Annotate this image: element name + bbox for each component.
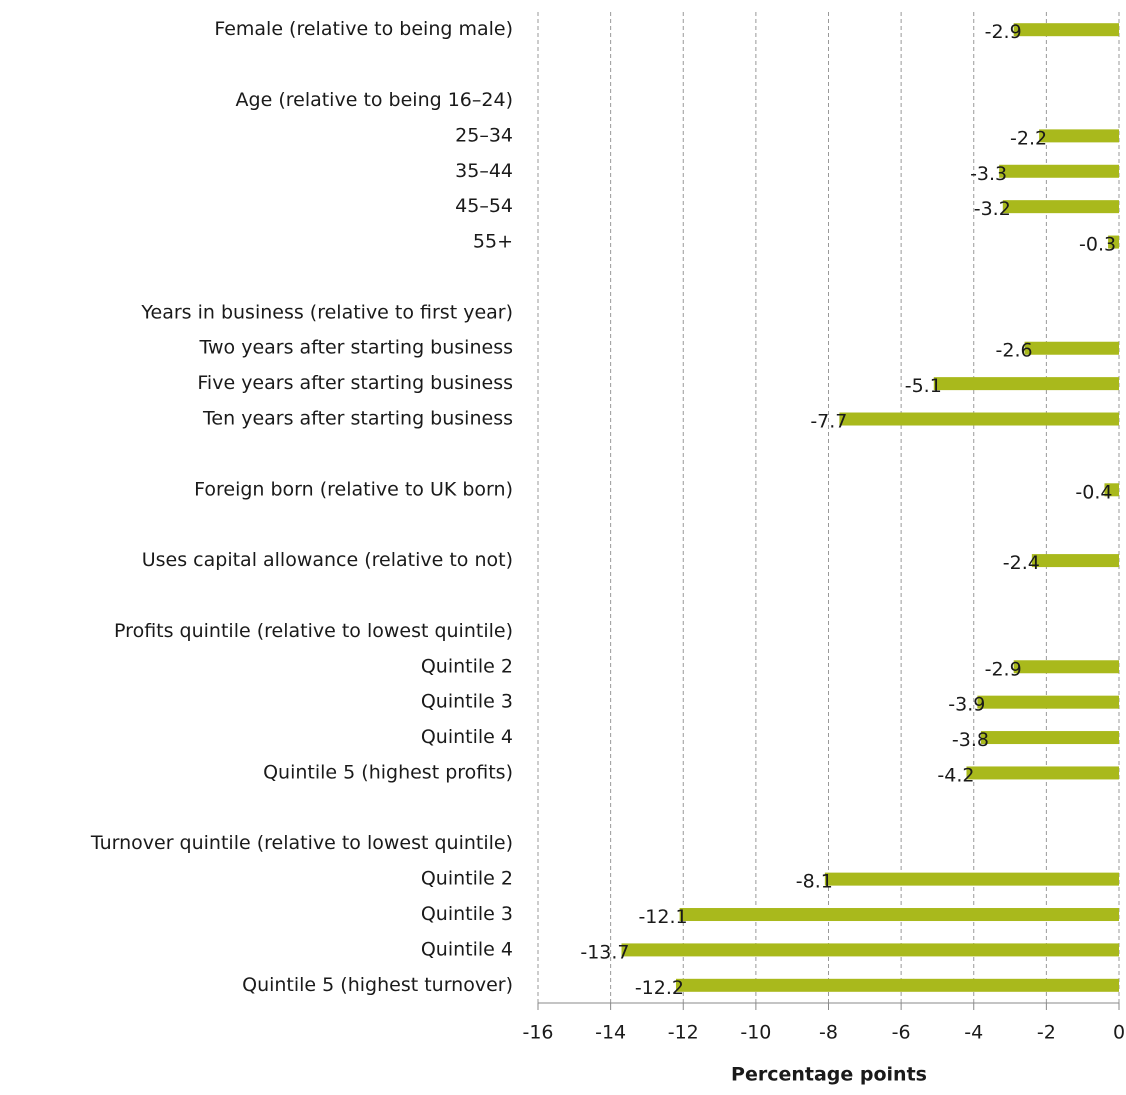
bar <box>1013 23 1119 37</box>
y-tick-label: Quintile 4 <box>421 938 513 960</box>
value-label: -7.7 <box>810 411 847 433</box>
bar <box>977 695 1119 709</box>
bar <box>981 731 1119 745</box>
value-label: -2.6 <box>996 340 1033 362</box>
bar <box>679 908 1119 922</box>
y-tick-label: Quintile 2 <box>421 868 513 890</box>
bar <box>675 978 1119 992</box>
value-label: -3.3 <box>970 163 1007 185</box>
y-tick-label: 25–34 <box>455 124 513 146</box>
y-tick-label: Female (relative to being male) <box>214 18 513 40</box>
y-tick-label: Quintile 5 (highest profits) <box>263 761 513 783</box>
value-label: -2.2 <box>1010 127 1047 149</box>
x-tick-label: -8 <box>819 1022 838 1044</box>
y-tick-label: Foreign born (relative to UK born) <box>194 478 513 500</box>
x-axis-label: Percentage points <box>731 1064 927 1086</box>
y-tick-label: Age (relative to being 16–24) <box>236 89 513 111</box>
y-tick-label: Two years after starting business <box>199 337 513 359</box>
x-tick-label: -4 <box>964 1022 983 1044</box>
x-tick-label: -14 <box>595 1022 626 1044</box>
y-tick-label: Profits quintile (relative to lowest qui… <box>114 620 513 642</box>
bar <box>966 766 1119 780</box>
bar <box>933 377 1119 391</box>
bar <box>1031 554 1119 568</box>
value-label: -12.2 <box>635 977 684 999</box>
bar <box>1108 235 1119 249</box>
value-label: -5.1 <box>905 375 942 397</box>
bar <box>1039 129 1119 143</box>
y-tick-label: Turnover quintile (relative to lowest qu… <box>90 832 513 854</box>
y-tick-label: 55+ <box>473 231 513 253</box>
bar <box>999 164 1119 178</box>
x-tick-label: -6 <box>892 1022 911 1044</box>
value-label: -2.9 <box>985 21 1022 43</box>
value-label: -4.2 <box>937 764 974 786</box>
y-tick-label: Quintile 5 (highest turnover) <box>242 974 513 996</box>
value-label: -3.9 <box>948 694 985 716</box>
y-tick-label: Years in business (relative to first yea… <box>140 301 513 323</box>
bar <box>1002 200 1119 214</box>
value-label: -0.4 <box>1075 481 1112 503</box>
bar <box>621 943 1119 957</box>
y-tick-label: Quintile 3 <box>421 903 513 925</box>
x-tick-label: -2 <box>1037 1022 1056 1044</box>
x-tick-label: -10 <box>740 1022 771 1044</box>
y-tick-label: Quintile 3 <box>421 691 513 713</box>
bar <box>1024 341 1119 355</box>
y-tick-label: 45–54 <box>455 195 513 217</box>
y-tick-label: Ten years after starting business <box>202 408 513 430</box>
bar <box>839 412 1119 426</box>
value-label: -3.2 <box>974 198 1011 220</box>
value-label: -3.8 <box>952 729 989 751</box>
x-tick-label: -12 <box>668 1022 699 1044</box>
y-tick-label: Quintile 4 <box>421 726 513 748</box>
y-tick-label: Five years after starting business <box>197 372 513 394</box>
value-label: -13.7 <box>580 941 629 963</box>
value-label: -12.1 <box>638 906 687 928</box>
value-label: -0.3 <box>1079 234 1116 256</box>
bar <box>824 872 1119 886</box>
x-tick-label: 0 <box>1113 1022 1125 1044</box>
bar <box>1104 483 1119 497</box>
bar <box>1013 660 1119 674</box>
y-tick-label: 35–44 <box>455 160 513 182</box>
value-label: -2.4 <box>1003 552 1040 574</box>
y-tick-label: Quintile 2 <box>421 655 513 677</box>
value-label: -8.1 <box>796 871 833 893</box>
y-tick-label: Uses capital allowance (relative to not) <box>142 549 513 571</box>
x-tick-label: -16 <box>522 1022 553 1044</box>
value-label: -2.9 <box>985 658 1022 680</box>
